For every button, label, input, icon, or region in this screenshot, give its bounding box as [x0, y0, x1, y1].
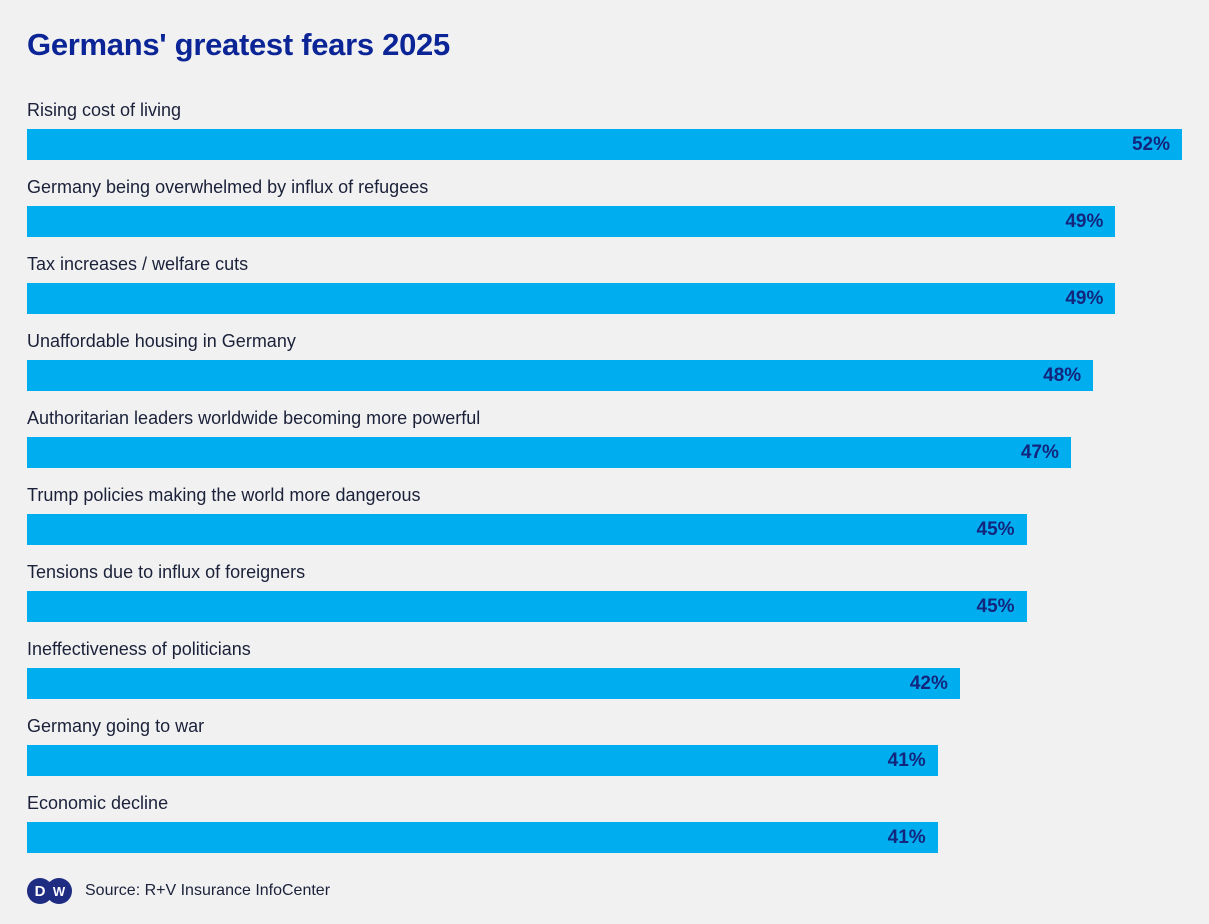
- bar: 49%: [27, 283, 1116, 314]
- bar-track: 45%: [27, 591, 1182, 622]
- bar-rows-container: Rising cost of living 52% Germany being …: [27, 98, 1182, 853]
- bar: 52%: [27, 129, 1182, 160]
- bar-category-label: Ineffectiveness of politicians: [27, 639, 251, 659]
- bar-row: Authoritarian leaders worldwide becoming…: [27, 406, 1182, 468]
- bar-track: 49%: [27, 206, 1182, 237]
- bar-value-label: 49%: [1065, 287, 1104, 309]
- bar-row: Ineffectiveness of politicians 42%: [27, 637, 1182, 699]
- bar-value-label: 52%: [1131, 133, 1170, 155]
- bar-category-label: Germany going to war: [27, 716, 205, 736]
- bar: 45%: [27, 514, 1027, 545]
- bar-track: 45%: [27, 514, 1182, 545]
- bar-track: 47%: [27, 437, 1182, 468]
- source-text: Source: R+V Insurance InfoCenter: [85, 882, 331, 899]
- bar: 41%: [27, 745, 938, 776]
- bar-row: Germany being overwhelmed by influx of r…: [27, 175, 1182, 237]
- bar-row: Tax increases / welfare cuts 49%: [27, 252, 1182, 314]
- bar-value-label: 47%: [1020, 441, 1059, 463]
- bar-value-label: 41%: [887, 826, 926, 848]
- bar-track: 48%: [27, 360, 1182, 391]
- bar: 49%: [27, 206, 1116, 237]
- bar-track: 41%: [27, 822, 1182, 853]
- bar-row: Tensions due to influx of foreigners 45%: [27, 560, 1182, 622]
- bar-category-label: Rising cost of living: [27, 100, 182, 120]
- bar: 41%: [27, 822, 938, 853]
- bar: 42%: [27, 668, 960, 699]
- dw-logo: D W: [27, 878, 72, 904]
- bar-category-label: Germany being overwhelmed by influx of r…: [27, 177, 429, 197]
- bar-row: Germany going to war 41%: [27, 714, 1182, 776]
- bar-track: 52%: [27, 129, 1182, 160]
- bar-value-label: 41%: [887, 749, 926, 771]
- bar-row: Rising cost of living 52%: [27, 98, 1182, 160]
- bar-row: Unaffordable housing in Germany 48%: [27, 329, 1182, 391]
- bar-value-label: 42%: [909, 672, 948, 694]
- bar-track: 49%: [27, 283, 1182, 314]
- bar-category-label: Authoritarian leaders worldwide becoming…: [27, 408, 481, 428]
- chart-footer: D W Source: R+V Insurance InfoCenter: [27, 878, 1182, 904]
- bar-track: 42%: [27, 668, 1182, 699]
- bar: 48%: [27, 360, 1094, 391]
- bar-category-label: Trump policies making the world more dan…: [27, 485, 421, 505]
- bar-category-label: Unaffordable housing in Germany: [27, 331, 296, 351]
- bar-track: 41%: [27, 745, 1182, 776]
- dw-logo-w-circle: W: [46, 878, 72, 904]
- bar-category-label: Economic decline: [27, 793, 169, 813]
- chart-title: Germans' greatest fears 2025: [27, 27, 450, 62]
- bar-category-label: Tensions due to influx of foreigners: [27, 562, 306, 582]
- bar-value-label: 45%: [976, 518, 1015, 540]
- bar-value-label: 49%: [1065, 210, 1104, 232]
- bar-row: Trump policies making the world more dan…: [27, 483, 1182, 545]
- bar: 47%: [27, 437, 1071, 468]
- bar-value-label: 45%: [976, 595, 1015, 617]
- bar: 45%: [27, 591, 1027, 622]
- bar-category-label: Tax increases / welfare cuts: [27, 254, 249, 274]
- bar-value-label: 48%: [1043, 364, 1082, 386]
- bar-row: Economic decline 41%: [27, 791, 1182, 853]
